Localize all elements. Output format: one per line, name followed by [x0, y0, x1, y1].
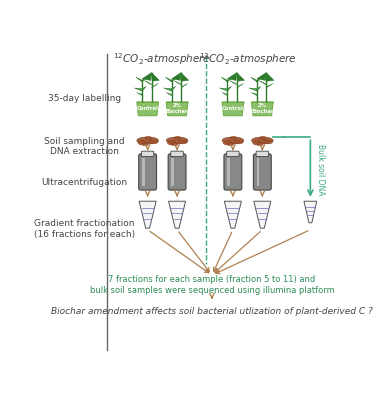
Text: 35-day labelling: 35-day labelling — [48, 94, 121, 102]
Text: 2%
Biochar: 2% Biochar — [251, 104, 274, 114]
Polygon shape — [222, 93, 228, 96]
Polygon shape — [172, 77, 176, 82]
Polygon shape — [229, 80, 237, 85]
Polygon shape — [257, 86, 261, 91]
Ellipse shape — [252, 137, 273, 144]
Text: Bulk soil DNA: Bulk soil DNA — [316, 144, 325, 195]
FancyBboxPatch shape — [168, 154, 186, 190]
Polygon shape — [258, 80, 266, 85]
Polygon shape — [164, 88, 172, 91]
Polygon shape — [228, 77, 231, 82]
Text: 7 fractions for each sample (fraction 5 to 11) and
bulk soil samples were sequen: 7 fractions for each sample (fraction 5 … — [90, 276, 334, 295]
Polygon shape — [222, 102, 244, 116]
Polygon shape — [135, 88, 142, 91]
Polygon shape — [173, 80, 181, 85]
Text: Ultracentrifugation: Ultracentrifugation — [41, 178, 127, 187]
Text: Gradient fractionation
(16 fractions for each): Gradient fractionation (16 fractions for… — [33, 219, 135, 239]
Text: Control: Control — [222, 106, 244, 111]
FancyBboxPatch shape — [139, 154, 156, 190]
Text: Control: Control — [136, 106, 159, 111]
Ellipse shape — [228, 143, 234, 146]
Polygon shape — [152, 73, 159, 81]
Ellipse shape — [253, 140, 261, 145]
Polygon shape — [228, 73, 237, 80]
Polygon shape — [139, 201, 156, 228]
FancyBboxPatch shape — [226, 151, 239, 156]
Ellipse shape — [148, 140, 158, 144]
Polygon shape — [252, 102, 273, 116]
Polygon shape — [256, 158, 259, 186]
Ellipse shape — [138, 140, 147, 145]
Polygon shape — [221, 77, 228, 82]
Polygon shape — [251, 77, 257, 82]
Text: Soil sampling and
DNA extraction: Soil sampling and DNA extraction — [44, 137, 125, 156]
Polygon shape — [142, 86, 146, 91]
Polygon shape — [249, 88, 257, 91]
Polygon shape — [237, 73, 244, 81]
Polygon shape — [168, 201, 186, 228]
Polygon shape — [252, 93, 257, 96]
Polygon shape — [227, 158, 230, 186]
Polygon shape — [165, 77, 172, 82]
Polygon shape — [166, 102, 188, 116]
Text: Biochar amendment affects soil bacterial utlization of plant-derived C ?: Biochar amendment affects soil bacterial… — [51, 307, 373, 316]
Polygon shape — [254, 201, 271, 228]
Polygon shape — [166, 93, 172, 96]
Ellipse shape — [167, 140, 176, 145]
Ellipse shape — [223, 140, 232, 145]
Ellipse shape — [172, 143, 178, 146]
Ellipse shape — [142, 143, 148, 146]
Polygon shape — [137, 102, 159, 116]
Text: 2%
Biochar: 2% Biochar — [166, 104, 188, 114]
Polygon shape — [136, 77, 142, 82]
Polygon shape — [228, 86, 231, 91]
Polygon shape — [181, 73, 189, 81]
Polygon shape — [224, 201, 242, 228]
Polygon shape — [257, 73, 266, 80]
Polygon shape — [266, 73, 274, 81]
Ellipse shape — [222, 137, 244, 144]
FancyBboxPatch shape — [224, 154, 242, 190]
Ellipse shape — [166, 137, 188, 144]
Polygon shape — [304, 201, 317, 223]
Ellipse shape — [257, 143, 263, 146]
FancyBboxPatch shape — [171, 151, 183, 156]
Polygon shape — [237, 84, 244, 88]
Polygon shape — [142, 77, 146, 82]
Polygon shape — [142, 158, 144, 186]
Polygon shape — [144, 80, 152, 85]
FancyBboxPatch shape — [256, 151, 268, 156]
FancyBboxPatch shape — [254, 154, 271, 190]
Polygon shape — [137, 93, 142, 96]
Polygon shape — [220, 88, 228, 91]
FancyBboxPatch shape — [141, 151, 154, 156]
Polygon shape — [171, 158, 174, 186]
Polygon shape — [152, 84, 159, 88]
Ellipse shape — [137, 137, 159, 144]
Polygon shape — [172, 73, 181, 80]
Ellipse shape — [145, 136, 152, 140]
Ellipse shape — [263, 140, 273, 144]
Polygon shape — [181, 84, 188, 88]
Polygon shape — [172, 86, 176, 91]
Text: $^{12}$CO$_2$-atmosphere: $^{12}$CO$_2$-atmosphere — [113, 51, 211, 67]
Polygon shape — [257, 77, 261, 82]
Ellipse shape — [177, 140, 188, 144]
Ellipse shape — [233, 140, 243, 144]
Polygon shape — [266, 84, 273, 88]
Ellipse shape — [260, 136, 267, 140]
Ellipse shape — [174, 136, 182, 140]
Ellipse shape — [230, 136, 237, 140]
Text: $^{13}$CO$_2$-atmosphere: $^{13}$CO$_2$-atmosphere — [199, 51, 297, 67]
Polygon shape — [142, 73, 152, 80]
